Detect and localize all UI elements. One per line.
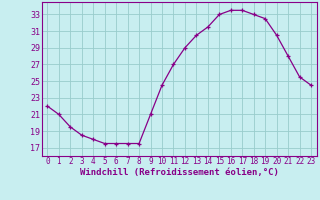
X-axis label: Windchill (Refroidissement éolien,°C): Windchill (Refroidissement éolien,°C) — [80, 168, 279, 177]
